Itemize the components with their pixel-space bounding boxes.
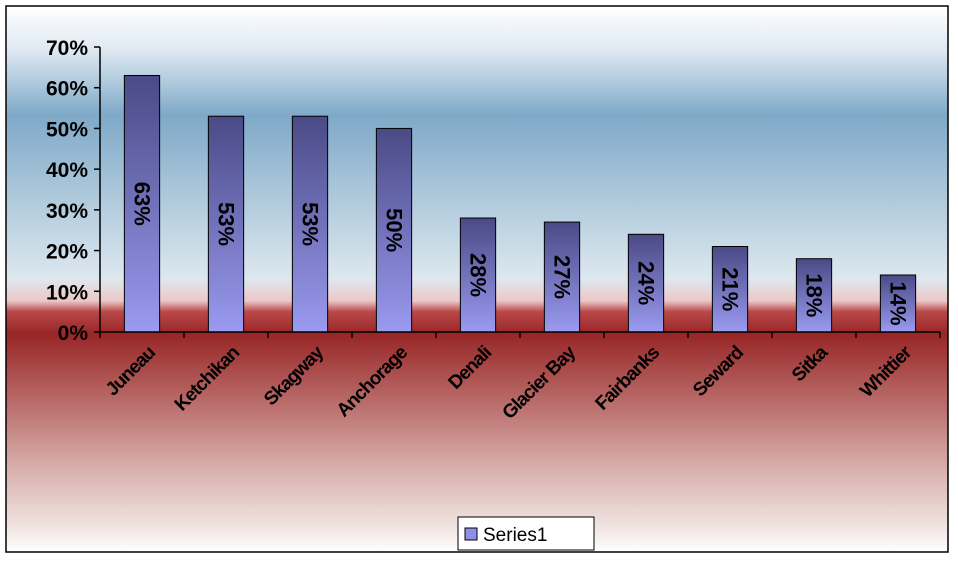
y-tick-label: 70% bbox=[46, 37, 88, 60]
data-label: 24% bbox=[634, 261, 659, 305]
bar-skagway bbox=[291, 115, 329, 333]
data-label: 18% bbox=[802, 273, 827, 317]
bar-sitka bbox=[795, 258, 833, 333]
bar-denali bbox=[459, 217, 497, 333]
data-label: 14% bbox=[886, 281, 911, 325]
bar-ketchikan bbox=[207, 115, 245, 333]
data-label: 53% bbox=[214, 202, 239, 246]
bar-fairbanks bbox=[627, 233, 665, 333]
y-tick-label: 30% bbox=[46, 200, 88, 223]
data-label: 53% bbox=[298, 202, 323, 246]
y-axis-tick-labels: 0% 10% 20% 30% 40% 50% 60% 70% bbox=[46, 37, 88, 345]
legend-box bbox=[457, 516, 595, 551]
data-label: 21% bbox=[718, 267, 743, 311]
bar-whittier bbox=[879, 274, 917, 333]
data-label: 27% bbox=[550, 255, 575, 299]
data-label: 63% bbox=[130, 182, 155, 226]
y-tick-label: 60% bbox=[46, 78, 88, 101]
legend-label: Series1 bbox=[483, 525, 547, 546]
y-tick-label: 20% bbox=[46, 241, 88, 264]
bars-group bbox=[123, 75, 917, 333]
bar-juneau bbox=[123, 75, 161, 333]
y-tick-label: 50% bbox=[46, 118, 88, 141]
data-label: 50% bbox=[382, 208, 407, 252]
legend-swatch bbox=[464, 527, 478, 541]
axes-group bbox=[94, 46, 941, 338]
data-labels-group: 63% 53% 53% 50% 28% 27% 24% 21% 18% 14% bbox=[130, 182, 911, 326]
y-tick-label: 0% bbox=[58, 322, 89, 345]
legend: Series1 bbox=[457, 516, 595, 551]
y-tick-label: 10% bbox=[46, 281, 88, 304]
data-label: 28% bbox=[466, 253, 491, 297]
y-tick-label: 40% bbox=[46, 159, 88, 182]
